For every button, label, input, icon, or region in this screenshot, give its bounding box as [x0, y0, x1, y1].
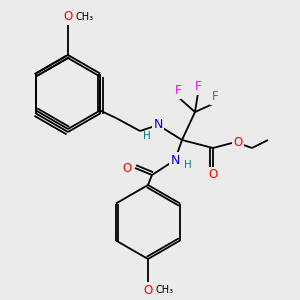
Text: H: H: [184, 160, 192, 170]
Text: N: N: [153, 118, 163, 131]
Text: H: H: [143, 131, 151, 141]
Text: O: O: [143, 284, 153, 296]
Text: CH₃: CH₃: [155, 285, 173, 295]
Text: CH₃: CH₃: [75, 12, 93, 22]
Text: F: F: [175, 85, 181, 98]
Text: N: N: [170, 154, 180, 166]
Text: F: F: [212, 91, 218, 103]
Text: O: O: [208, 169, 217, 182]
Text: O: O: [63, 11, 73, 23]
Text: O: O: [233, 136, 243, 149]
Text: O: O: [122, 161, 132, 175]
Text: F: F: [195, 80, 201, 94]
